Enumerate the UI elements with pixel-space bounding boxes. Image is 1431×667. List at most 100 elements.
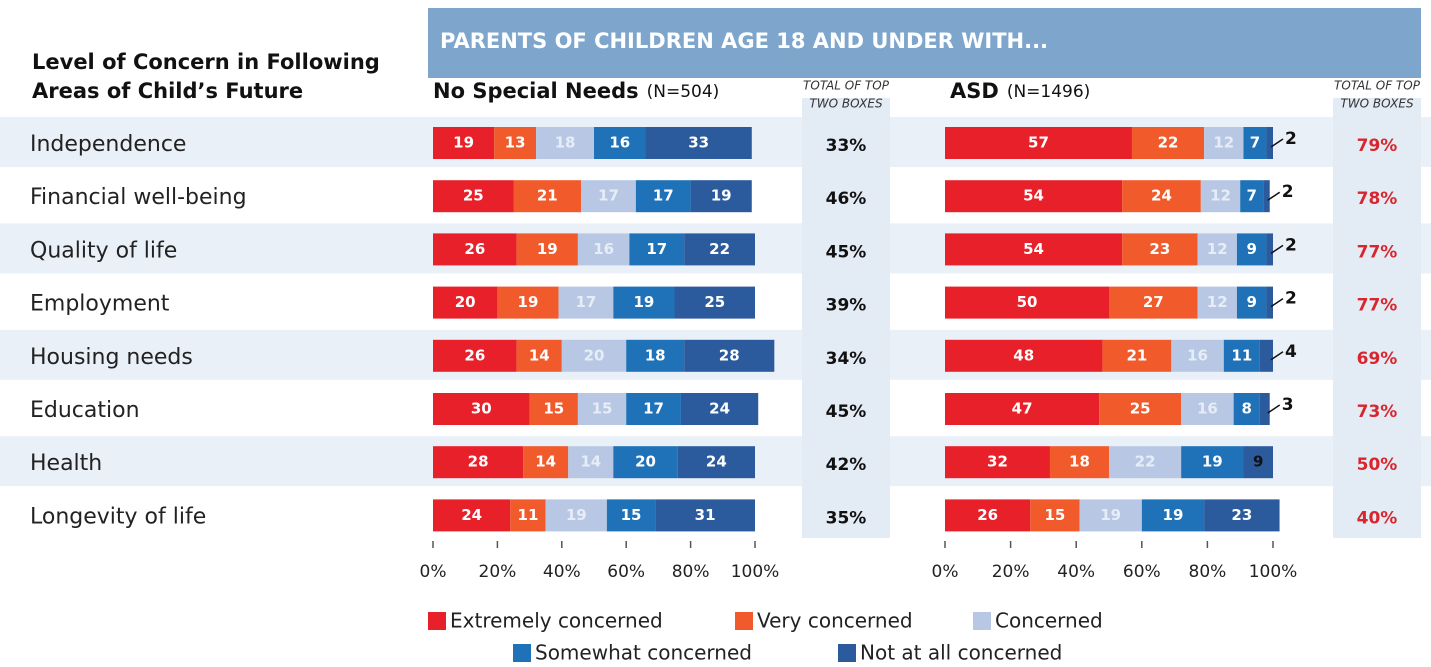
value-label: 14 <box>535 453 556 471</box>
bar-segment <box>1131 127 1205 159</box>
x-tick-label: 80% <box>672 562 710 582</box>
bar-segment <box>1102 339 1172 372</box>
bar-segment <box>433 180 514 213</box>
total-label: 50% <box>1357 455 1398 475</box>
value-label: 17 <box>653 187 674 205</box>
leader-line <box>1270 138 1284 148</box>
value-label: 19 <box>1100 506 1121 524</box>
value-label: 28 <box>719 346 740 364</box>
row-label: Financial well-being <box>30 185 247 210</box>
value-label: 19 <box>566 506 587 524</box>
bar-segment <box>690 180 752 213</box>
bar-segment <box>433 393 530 425</box>
chart-subtitle: (N=504) <box>647 82 720 102</box>
value-label: 24 <box>461 506 482 524</box>
row-label: Education <box>30 398 140 423</box>
value-label: 33 <box>688 134 709 152</box>
bar-segment <box>1109 446 1182 479</box>
bar-segment <box>626 393 681 425</box>
value-label: 57 <box>1028 134 1049 152</box>
value-label: 9 <box>1246 293 1256 311</box>
value-label: 20 <box>584 346 605 364</box>
bar-segment <box>684 233 755 266</box>
total-label: 79% <box>1357 136 1398 156</box>
bar-segment <box>577 393 627 425</box>
bar-segment <box>1243 127 1267 159</box>
bar-segment <box>945 339 1103 372</box>
value-label: 15 <box>543 400 564 418</box>
bar-segment <box>1236 233 1267 266</box>
bar-segment <box>1204 499 1280 532</box>
legend-swatch <box>513 644 531 662</box>
value-label: 17 <box>646 240 667 258</box>
value-label: 14 <box>529 346 550 364</box>
chart-title: ASD (N=1496) <box>950 79 1090 103</box>
bar-segment <box>613 286 675 319</box>
value-label: 19 <box>633 293 654 311</box>
bar-segment <box>1236 286 1267 319</box>
value-label: 12 <box>1207 293 1228 311</box>
total-label: 77% <box>1357 242 1398 262</box>
bar-segment <box>545 499 607 532</box>
bar-segment <box>568 446 614 479</box>
x-tick-label: 60% <box>607 562 645 582</box>
legend-swatch <box>973 612 991 630</box>
bar-segment <box>513 180 582 213</box>
value-label: 2 <box>1285 289 1297 309</box>
value-label: 17 <box>576 293 597 311</box>
x-tick-label: 100% <box>1249 562 1298 582</box>
value-label: 4 <box>1285 342 1297 362</box>
bar-segment <box>629 233 685 266</box>
header: Level of Concern in Following <box>32 50 380 74</box>
bar-segment <box>945 446 1050 479</box>
bar-segment <box>433 499 511 532</box>
value-label: 16 <box>1197 400 1218 418</box>
value-label: 25 <box>704 293 725 311</box>
value-label: 25 <box>463 187 484 205</box>
value-label: 32 <box>987 453 1008 471</box>
row-label: Quality of life <box>30 238 177 263</box>
value-label: 9 <box>1246 240 1256 258</box>
total-label: 34% <box>826 349 867 369</box>
value-label: 22 <box>709 240 730 258</box>
value-label: 24 <box>1151 187 1172 205</box>
value-label: 15 <box>621 506 642 524</box>
value-label: 7 <box>1250 134 1260 152</box>
bar-segment <box>1049 446 1109 479</box>
bar-segment <box>1266 233 1273 266</box>
bar-segment <box>655 499 755 532</box>
value-label: 28 <box>468 453 489 471</box>
leader-line <box>1270 297 1284 308</box>
value-label: 26 <box>977 506 998 524</box>
banner: PARENTS OF CHILDREN AGE 18 AND UNDER WIT… <box>440 29 1048 53</box>
value-label: 22 <box>1135 453 1156 471</box>
bar-segment <box>677 446 755 479</box>
x-tick-label: 100% <box>731 562 780 582</box>
value-label: 24 <box>709 400 730 418</box>
value-label: 54 <box>1023 187 1044 205</box>
value-label: 19 <box>1202 453 1223 471</box>
legend-swatch <box>838 644 856 662</box>
bar-segment <box>1233 393 1260 425</box>
bar-segment <box>1243 446 1273 479</box>
bar-segment <box>1181 393 1234 425</box>
value-label: 23 <box>1231 506 1252 524</box>
value-label: 54 <box>1023 240 1044 258</box>
bar-segment <box>1079 499 1142 532</box>
value-label: 7 <box>1246 187 1256 205</box>
header: Areas of Child’s Future <box>32 79 303 103</box>
value-label: 2 <box>1285 129 1297 149</box>
value-label: 11 <box>518 506 539 524</box>
value-label: 27 <box>1143 293 1164 311</box>
value-label: 21 <box>1126 346 1147 364</box>
value-label: 19 <box>453 134 474 152</box>
bar-segment <box>626 339 685 372</box>
total-label: 45% <box>826 402 867 422</box>
bar-segment <box>635 180 691 213</box>
total-label: 78% <box>1357 189 1398 209</box>
leader-line <box>1270 244 1284 255</box>
bar-segment <box>1197 286 1237 319</box>
legend-swatch <box>735 612 753 630</box>
legend-swatch <box>428 612 446 630</box>
bar-segment <box>606 499 656 532</box>
